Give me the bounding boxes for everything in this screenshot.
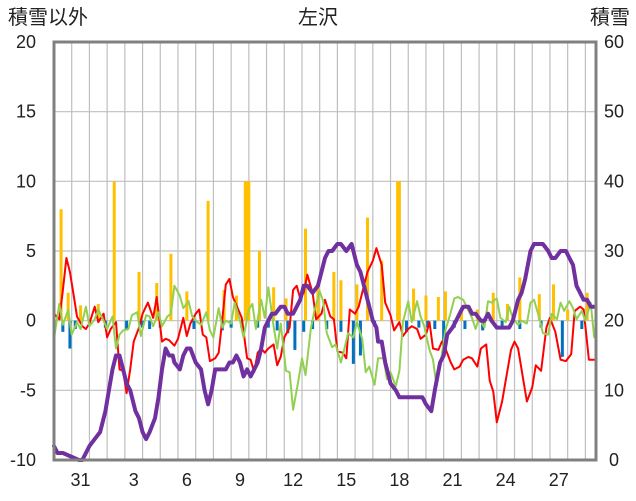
x-tick-label: 24 — [496, 470, 516, 490]
precip_bar-bar — [206, 200, 210, 321]
precip_bar-bar — [443, 291, 447, 321]
precip_bar-bar — [169, 253, 173, 321]
x-tick-label: 31 — [71, 470, 91, 490]
precip_bar-bar — [79, 305, 83, 321]
negative_bar-bar — [404, 320, 408, 332]
negative_bar-bar — [417, 320, 421, 328]
negative_bar-bar — [358, 320, 362, 356]
x-tick-label: 3 — [129, 470, 139, 490]
precip_bar-bar — [566, 309, 570, 321]
line-series — [52, 242, 597, 462]
right-tick-label: 0 — [609, 450, 619, 470]
left-tick-label: 20 — [16, 32, 36, 52]
right-tick-label: 60 — [604, 32, 624, 52]
negative_bar-bar — [339, 320, 343, 332]
precip_bar-bar — [243, 181, 247, 321]
precip_bar-bar — [247, 181, 251, 321]
precip_bar-bar — [459, 310, 463, 321]
x-tick-label: 15 — [336, 470, 356, 490]
left-tick-label: -10 — [10, 450, 36, 470]
negative_bar-bar — [580, 320, 584, 330]
bar-series — [59, 181, 589, 364]
negative_bar-bar — [302, 320, 306, 332]
left-tick-label: 5 — [26, 241, 36, 261]
left-tick-label: 10 — [16, 171, 36, 191]
negative_bar-bar — [192, 320, 196, 330]
plot-frame — [52, 40, 598, 462]
precip_bar-bar — [332, 271, 336, 321]
precip_bar-bar — [316, 287, 320, 321]
precip_bar-bar — [304, 228, 308, 321]
x-axis-ticks: 31 3 6 9 12 15 18 21 24 27 — [71, 470, 569, 490]
precip_bar-bar — [355, 284, 359, 321]
negative_bar-bar — [426, 320, 430, 328]
precip_bar-bar — [436, 296, 440, 321]
right-tick-label: 20 — [604, 311, 624, 331]
negative_bar-bar — [275, 320, 279, 331]
negative_bar-bar — [293, 320, 297, 350]
left-axis-ticks: 20 15 10 5 0 -5 -10 — [10, 32, 36, 470]
precip_bar-bar — [537, 294, 541, 321]
snow_depth-line — [52, 242, 597, 462]
precip_bar-bar — [424, 295, 428, 321]
negative_bar-bar — [560, 320, 564, 357]
precip_bar-bar — [366, 217, 370, 321]
left-tick-label: 0 — [26, 311, 36, 331]
negative_bar-bar — [500, 320, 504, 328]
precip_bar-bar — [245, 181, 249, 321]
x-tick-label: 6 — [182, 470, 192, 490]
negative_bar-bar — [442, 320, 446, 349]
x-tick-label: 12 — [283, 470, 303, 490]
precip_bar-bar — [396, 181, 400, 321]
negative_bar-bar — [286, 320, 290, 334]
x-tick-label: 18 — [389, 470, 409, 490]
precip_bar-bar — [339, 280, 343, 321]
x-tick-label: 27 — [549, 470, 569, 490]
precip_bar-bar — [491, 292, 495, 321]
precip_bar-bar — [551, 284, 555, 321]
negative_bar-bar — [433, 320, 437, 330]
precip_bar-bar — [112, 181, 116, 321]
negative_bar-bar — [351, 320, 355, 364]
precip_bar-bar — [66, 292, 70, 321]
right-tick-label: 10 — [604, 380, 624, 400]
negative_bar-bar — [141, 320, 145, 328]
snow_temp_diff-line — [53, 284, 596, 411]
precip_bar-bar — [412, 288, 416, 321]
x-tick-label: 21 — [443, 470, 463, 490]
negative_bar-bar — [518, 320, 522, 330]
negative_bar-bar — [148, 320, 152, 330]
precip_bar-bar — [185, 291, 189, 321]
right-axis-ticks: 60 50 40 30 20 10 0 — [604, 32, 624, 470]
negative_bar-bar — [68, 320, 72, 349]
left-axis-label: 積雪以外 — [8, 6, 88, 29]
precip_bar-bar — [137, 271, 141, 321]
negative_bar-bar — [463, 320, 467, 330]
precip_bar-bar — [380, 260, 384, 321]
left-tick-label: 15 — [16, 102, 36, 122]
gridlines — [54, 42, 596, 460]
negative_bar-bar — [61, 320, 65, 332]
precip_bar-bar — [272, 287, 276, 321]
x-tick-label: 9 — [235, 470, 245, 490]
right-tick-label: 40 — [604, 171, 624, 191]
precip_bar-bar — [257, 251, 261, 321]
negative_bar-bar — [125, 320, 129, 331]
right-axis-label: 積雪 — [590, 6, 630, 29]
precip_bar-bar — [397, 181, 401, 321]
right-tick-label: 30 — [604, 241, 624, 261]
precip_bar-bar — [585, 292, 589, 321]
right-tick-label: 50 — [604, 102, 624, 122]
chart-title: 左沢 — [298, 6, 338, 29]
left-tick-label: -5 — [20, 380, 36, 400]
temperature-line — [53, 247, 596, 424]
precip_bar-bar — [59, 209, 63, 321]
